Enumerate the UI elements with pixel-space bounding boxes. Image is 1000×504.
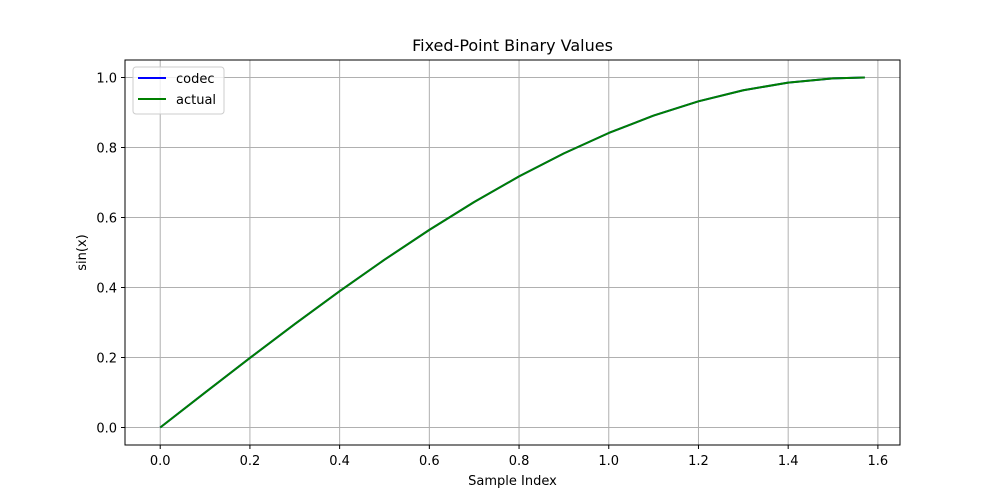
y-tick-label: 0.6 <box>96 212 117 227</box>
legend-label-codec: codec <box>176 72 215 87</box>
x-tick-label: 0.8 <box>509 454 530 469</box>
x-tick-label: 0.0 <box>150 454 171 469</box>
y-axis-label: sin(x) <box>75 234 90 270</box>
y-axis-ticks: 0.0 0.2 0.4 0.6 0.8 1.0 <box>96 72 125 437</box>
chart-title: Fixed-Point Binary Values <box>412 36 613 55</box>
series-line-actual <box>159 76 865 429</box>
x-tick-label: 0.4 <box>329 454 350 469</box>
y-tick-label: 0.8 <box>96 142 117 157</box>
x-tick-label: 1.4 <box>778 454 799 469</box>
y-tick-label: 0.4 <box>96 282 117 297</box>
legend-label-actual: actual <box>176 93 216 108</box>
x-axis-ticks: 0.0 0.2 0.4 0.6 0.8 1.0 1.2 1.4 1.6 <box>150 445 888 469</box>
x-axis-label: Sample Index <box>468 474 557 489</box>
x-tick-label: 1.6 <box>868 454 889 469</box>
legend: codec actual <box>132 66 225 115</box>
x-tick-label: 0.6 <box>419 454 440 469</box>
plot-frame <box>124 59 901 446</box>
x-tick-label: 0.2 <box>240 454 261 469</box>
x-tick-label: 1.0 <box>598 454 619 469</box>
x-tick-label: 1.2 <box>688 454 709 469</box>
y-tick-label: 1.0 <box>96 72 117 87</box>
y-tick-label: 0.2 <box>96 352 117 367</box>
y-tick-label: 0.0 <box>96 422 117 437</box>
series-lines <box>159 76 865 429</box>
grid <box>125 60 900 445</box>
